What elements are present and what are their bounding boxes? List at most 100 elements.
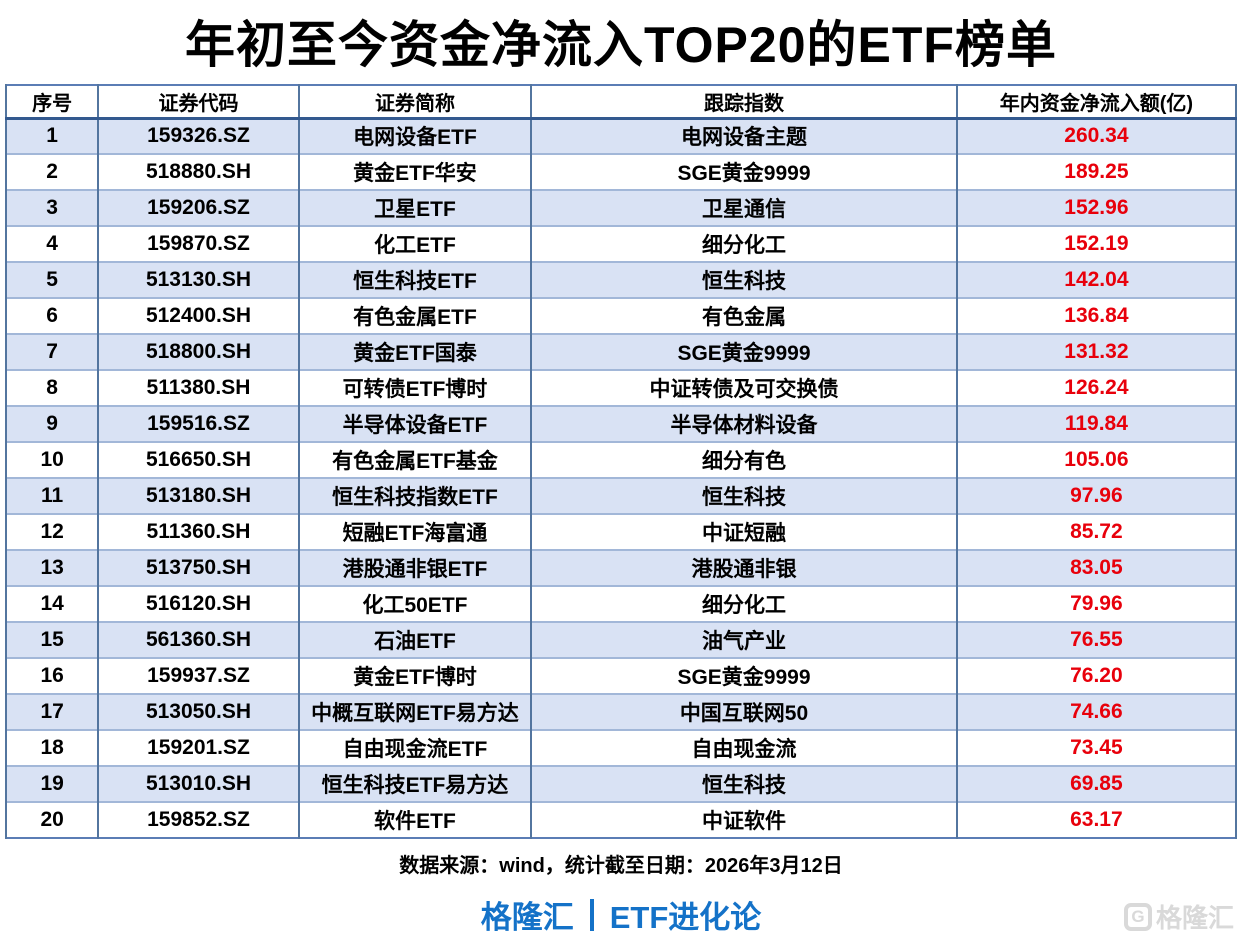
cell-code: 513130.SH <box>97 261 300 298</box>
watermark-text: 格隆汇 <box>1155 903 1234 933</box>
table-row: 19 513010.SH 恒生科技ETF易方达 恒生科技 69.85 <box>4 765 1238 802</box>
table-row: 4 159870.SZ 化工ETF 细分化工 152.19 <box>4 225 1238 262</box>
cell-rank: 4 <box>4 225 100 262</box>
table-body: 1 159326.SZ 电网设备ETF 电网设备主题 260.34 2 5188… <box>4 117 1238 838</box>
table-row: 14 516120.SH 化工50ETF 细分化工 79.96 <box>4 585 1238 622</box>
cell-index: 细分有色 <box>530 441 958 478</box>
cell-inflow: 63.17 <box>955 801 1238 838</box>
cell-index: 恒生科技 <box>530 477 958 514</box>
cell-index: 细分化工 <box>530 225 958 262</box>
cell-inflow: 260.34 <box>955 117 1238 154</box>
table-row: 11 513180.SH 恒生科技指数ETF 恒生科技 97.96 <box>4 477 1238 514</box>
cell-index: 中证软件 <box>530 801 958 838</box>
cell-name: 石油ETF <box>297 621 533 658</box>
cell-rank: 9 <box>4 405 100 442</box>
page-title: 年初至今资金净流入TOP20的ETF榜单 <box>185 17 1057 73</box>
table-row: 5 513130.SH 恒生科技ETF 恒生科技 142.04 <box>4 261 1238 298</box>
table-row: 18 159201.SZ 自由现金流ETF 自由现金流 73.45 <box>4 729 1238 766</box>
cell-index: 港股通非银 <box>530 549 958 586</box>
cell-name: 电网设备ETF <box>297 117 533 154</box>
cell-name: 卫星ETF <box>297 189 533 226</box>
table-row: 8 511380.SH 可转债ETF博时 中证转债及可交换债 126.24 <box>4 369 1238 406</box>
table-row: 16 159937.SZ 黄金ETF博时 SGE黄金9999 76.20 <box>4 657 1238 694</box>
cell-inflow: 119.84 <box>955 405 1238 442</box>
cell-code: 159326.SZ <box>97 117 300 154</box>
gelonghui-watermark: G 格隆汇 <box>1123 898 1234 935</box>
cell-code: 561360.SH <box>97 621 300 658</box>
cell-rank: 7 <box>4 333 100 370</box>
cell-name: 中概互联网ETF易方达 <box>297 693 533 730</box>
brand-divider <box>589 898 594 931</box>
cell-rank: 18 <box>4 729 100 766</box>
cell-inflow: 189.25 <box>955 153 1238 190</box>
table-row: 6 512400.SH 有色金属ETF 有色金属 136.84 <box>4 297 1238 334</box>
cell-inflow: 97.96 <box>955 477 1238 514</box>
cell-code: 512400.SH <box>97 297 300 334</box>
cell-code: 159516.SZ <box>97 405 300 442</box>
cell-inflow: 76.20 <box>955 657 1238 694</box>
cell-rank: 14 <box>4 585 100 622</box>
cell-index: 恒生科技 <box>530 765 958 802</box>
cell-index: 中证转债及可交换债 <box>530 369 958 406</box>
cell-rank: 19 <box>4 765 100 802</box>
cell-inflow: 79.96 <box>955 585 1238 622</box>
table-row: 7 518800.SH 黄金ETF国泰 SGE黄金9999 131.32 <box>4 333 1238 370</box>
cell-rank: 2 <box>4 153 100 190</box>
cell-index: SGE黄金9999 <box>530 153 958 190</box>
cell-index: 细分化工 <box>530 585 958 622</box>
cell-inflow: 152.96 <box>955 189 1238 226</box>
cell-name: 港股通非银ETF <box>297 549 533 586</box>
cell-rank: 10 <box>4 441 100 478</box>
cell-rank: 3 <box>4 189 100 226</box>
cell-name: 黄金ETF博时 <box>297 657 533 694</box>
cell-index: SGE黄金9999 <box>530 657 958 694</box>
table-header-row: 序号 证券代码 证券简称 跟踪指数 年内资金净流入额(亿) <box>4 85 1238 120</box>
brand-column-name: ETF进化论 <box>609 900 762 935</box>
cell-name: 短融ETF海富通 <box>297 513 533 550</box>
cell-rank: 11 <box>4 477 100 514</box>
table-row: 1 159326.SZ 电网设备ETF 电网设备主题 260.34 <box>4 117 1238 154</box>
cell-inflow: 69.85 <box>955 765 1238 802</box>
cell-name: 有色金属ETF基金 <box>297 441 533 478</box>
table-row: 20 159852.SZ 软件ETF 中证软件 63.17 <box>4 801 1238 838</box>
cell-code: 159852.SZ <box>97 801 300 838</box>
cell-code: 513750.SH <box>97 549 300 586</box>
col-header-rank: 序号 <box>4 85 100 120</box>
cell-code: 159206.SZ <box>97 189 300 226</box>
cell-name: 化工ETF <box>297 225 533 262</box>
col-header-index: 跟踪指数 <box>530 85 958 120</box>
cell-name: 化工50ETF <box>297 585 533 622</box>
cell-inflow: 76.55 <box>955 621 1238 658</box>
table-row: 17 513050.SH 中概互联网ETF易方达 中国互联网50 74.66 <box>4 693 1238 730</box>
cell-inflow: 73.45 <box>955 729 1238 766</box>
brand-footer: 格隆汇 ETF进化论 <box>0 892 1242 937</box>
brand-name: 格隆汇 <box>480 900 574 935</box>
cell-index: 电网设备主题 <box>530 117 958 154</box>
cell-inflow: 74.66 <box>955 693 1238 730</box>
cell-rank: 15 <box>4 621 100 658</box>
cell-code: 159937.SZ <box>97 657 300 694</box>
col-header-name: 证券简称 <box>297 85 533 120</box>
cell-index: 自由现金流 <box>530 729 958 766</box>
cell-name: 有色金属ETF <box>297 297 533 334</box>
cell-inflow: 136.84 <box>955 297 1238 334</box>
cell-rank: 20 <box>4 801 100 838</box>
cell-code: 513180.SH <box>97 477 300 514</box>
cell-code: 518880.SH <box>97 153 300 190</box>
table-row: 2 518880.SH 黄金ETF华安 SGE黄金9999 189.25 <box>4 153 1238 190</box>
cell-name: 黄金ETF国泰 <box>297 333 533 370</box>
etf-ranking-table: 序号 证券代码 证券简称 跟踪指数 年内资金净流入额(亿) 1 159326.S… <box>4 84 1238 839</box>
cell-name: 软件ETF <box>297 801 533 838</box>
cell-code: 513010.SH <box>97 765 300 802</box>
cell-inflow: 152.19 <box>955 225 1238 262</box>
cell-rank: 12 <box>4 513 100 550</box>
cell-code: 518800.SH <box>97 333 300 370</box>
cell-inflow: 105.06 <box>955 441 1238 478</box>
cell-code: 159201.SZ <box>97 729 300 766</box>
cell-inflow: 126.24 <box>955 369 1238 406</box>
table-row: 10 516650.SH 有色金属ETF基金 细分有色 105.06 <box>4 441 1238 478</box>
col-header-code: 证券代码 <box>97 85 300 120</box>
cell-inflow: 131.32 <box>955 333 1238 370</box>
cell-rank: 8 <box>4 369 100 406</box>
cell-name: 半导体设备ETF <box>297 405 533 442</box>
